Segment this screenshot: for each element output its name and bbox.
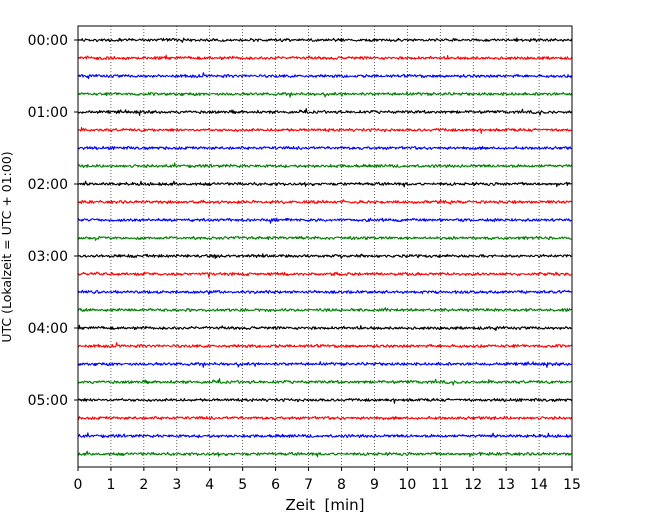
x-tick-label: 1 <box>106 477 115 493</box>
trace-line <box>77 450 572 458</box>
x-tick-label: 13 <box>497 477 515 493</box>
y-tick-label: 00:00 <box>28 33 68 49</box>
x-tick-label: 9 <box>370 477 379 493</box>
trace-line <box>77 91 573 98</box>
x-tick-label: 4 <box>205 477 214 493</box>
trace-line <box>77 397 572 404</box>
trace-line <box>77 145 572 151</box>
trace-line <box>77 253 572 259</box>
trace-line <box>77 377 572 386</box>
y-tick-label: 03:00 <box>28 249 68 265</box>
y-tick-label: 01:00 <box>28 105 68 121</box>
y-tick-label: 04:00 <box>28 321 68 337</box>
trace-line <box>77 361 572 368</box>
trace-line <box>77 235 572 241</box>
y-tick-label: 02:00 <box>28 177 68 193</box>
x-axis: 0 1 2 3 4 5 6 7 8 9 10 11 12 13 14 15 <box>74 467 581 493</box>
y-axis: 00:00 01:00 02:00 03:00 04:00 05:00 <box>28 33 78 409</box>
trace-line <box>77 432 572 439</box>
y-tick-label: 05:00 <box>28 393 68 409</box>
x-tick-label: 5 <box>238 477 247 493</box>
trace-line <box>77 107 573 116</box>
x-tick-label: 11 <box>431 477 449 493</box>
trace-line <box>77 324 572 332</box>
x-tick-label: 7 <box>304 477 313 493</box>
trace-group <box>77 37 573 458</box>
x-tick-label: 0 <box>74 477 83 493</box>
trace-line <box>77 289 572 295</box>
x-tick-label: 12 <box>464 477 482 493</box>
x-tick-label: 6 <box>271 477 280 493</box>
trace-line <box>77 307 572 313</box>
x-tick-label: 3 <box>172 477 181 493</box>
trace-line <box>77 54 572 61</box>
trace-line <box>77 162 572 169</box>
trace-line <box>77 180 572 188</box>
trace-line <box>77 127 572 134</box>
trace-line <box>77 198 572 205</box>
trace-line <box>77 72 573 80</box>
trace-line <box>77 415 572 421</box>
x-tick-label: 8 <box>337 477 346 493</box>
trace-line <box>77 342 572 349</box>
y-axis-title: UTC (Lokalzeit = UTC + 01:00) <box>0 151 14 342</box>
trace-line <box>77 271 572 278</box>
x-tick-label: 10 <box>398 477 416 493</box>
x-tick-label: 15 <box>563 477 581 493</box>
trace-line <box>77 217 572 224</box>
x-axis-title: Zeit [min] <box>285 496 364 514</box>
x-tick-label: 14 <box>530 477 548 493</box>
trace-line <box>77 37 573 43</box>
plot-frame <box>77 25 573 468</box>
x-tick-label: 2 <box>139 477 148 493</box>
